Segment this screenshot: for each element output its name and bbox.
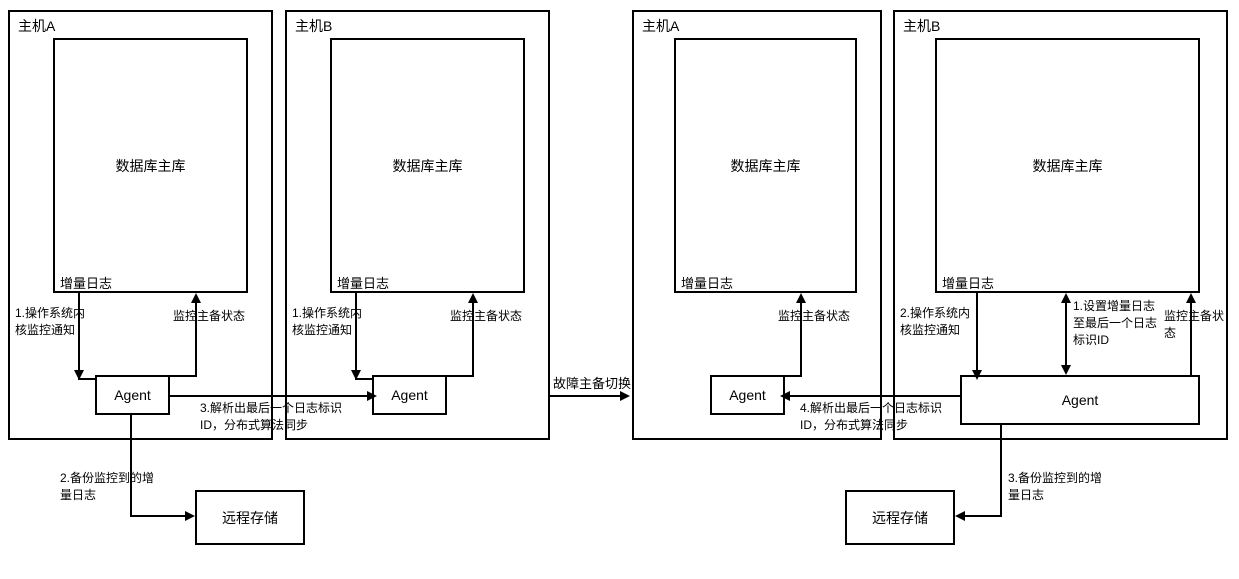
- db-b-right-label: 数据库主库: [1033, 156, 1103, 176]
- arrow-head: [191, 293, 201, 303]
- host-b-right-label: 主机B: [903, 16, 940, 36]
- arrow-head: [780, 391, 790, 401]
- arrow-line: [170, 375, 197, 377]
- log-a-left-label: 增量日志: [60, 273, 112, 292]
- monitor-status-b-left: 监控主备状态: [450, 308, 535, 325]
- arrow-line: [1000, 425, 1002, 515]
- storage-right: 远程存储: [845, 490, 955, 545]
- monitor-status-a-right: 监控主备状态: [778, 308, 863, 325]
- parse-sync-left: 3.解析出最后一个日志标识ID，分布式算法同步: [200, 400, 360, 434]
- arrow-head: [468, 293, 478, 303]
- agent-b-right: Agent: [960, 375, 1200, 425]
- agent-a-left: Agent: [95, 375, 170, 415]
- arrow-line: [550, 395, 625, 397]
- agent-a-right-label: Agent: [729, 387, 766, 403]
- backup-log-left: 2.备份监控到的增量日志: [60, 470, 155, 504]
- set-log-id-right: 1.设置增量日志至最后一个日志标识ID: [1073, 298, 1158, 348]
- host-b-left-label: 主机B: [295, 16, 332, 36]
- arrow-line: [447, 375, 474, 377]
- host-a-right-label: 主机A: [642, 16, 679, 36]
- db-b-right: 数据库主库: [935, 38, 1200, 293]
- db-b-left-label: 数据库主库: [393, 156, 463, 176]
- kernel-monitor-b-right: 2.操作系统内核监控通知: [900, 305, 980, 339]
- monitor-status-b-right: 监控主备状态: [1164, 308, 1224, 342]
- arrow-line: [962, 515, 1002, 517]
- db-b-left: 数据库主库: [330, 38, 525, 293]
- storage-left: 远程存储: [195, 490, 305, 545]
- arrow-head: [1061, 365, 1071, 375]
- arrow-line: [130, 515, 190, 517]
- arrow-head: [796, 293, 806, 303]
- kernel-monitor-b-left: 1.操作系统内核监控通知: [292, 305, 372, 339]
- agent-b-right-label: Agent: [1062, 392, 1099, 408]
- arrow-line: [1065, 300, 1067, 368]
- arrow-line: [785, 395, 960, 397]
- log-b-right-label: 增量日志: [942, 273, 994, 292]
- arrow-line: [785, 375, 802, 377]
- db-a-left-label: 数据库主库: [116, 156, 186, 176]
- agent-b-left: Agent: [372, 375, 447, 415]
- arrow-head: [955, 511, 965, 521]
- monitor-status-a-left: 监控主备状态: [173, 308, 258, 325]
- storage-right-label: 远程存储: [872, 508, 928, 528]
- db-a-right: 数据库主库: [674, 38, 857, 293]
- arrow-line: [355, 378, 372, 380]
- kernel-monitor-a-left: 1.操作系统内核监控通知: [15, 305, 95, 339]
- log-a-right-label: 增量日志: [681, 273, 733, 292]
- arrow-head: [367, 391, 377, 401]
- agent-a-right: Agent: [710, 375, 785, 415]
- agent-a-left-label: Agent: [114, 387, 151, 403]
- parse-sync-right: 4.解析出最后一个日志标识ID，分布式算法同步: [800, 400, 960, 434]
- db-a-left: 数据库主库: [53, 38, 248, 293]
- arrow-head: [972, 370, 982, 380]
- db-a-right-label: 数据库主库: [731, 156, 801, 176]
- arrow-head: [185, 511, 195, 521]
- arrow-head: [1186, 293, 1196, 303]
- arrow-line: [78, 378, 95, 380]
- agent-b-left-label: Agent: [391, 387, 428, 403]
- backup-log-right: 3.备份监控到的增量日志: [1008, 470, 1103, 504]
- arrow-line: [170, 395, 372, 397]
- storage-left-label: 远程存储: [222, 508, 278, 528]
- host-a-left-label: 主机A: [18, 16, 55, 36]
- log-b-left-label: 增量日志: [337, 273, 389, 292]
- transition-label: 故障主备切换: [553, 375, 643, 393]
- arrow-head: [1061, 293, 1071, 303]
